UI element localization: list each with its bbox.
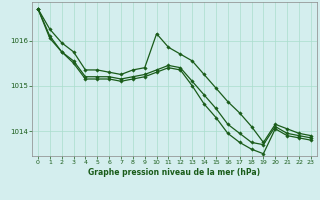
X-axis label: Graphe pression niveau de la mer (hPa): Graphe pression niveau de la mer (hPa)	[88, 168, 260, 177]
